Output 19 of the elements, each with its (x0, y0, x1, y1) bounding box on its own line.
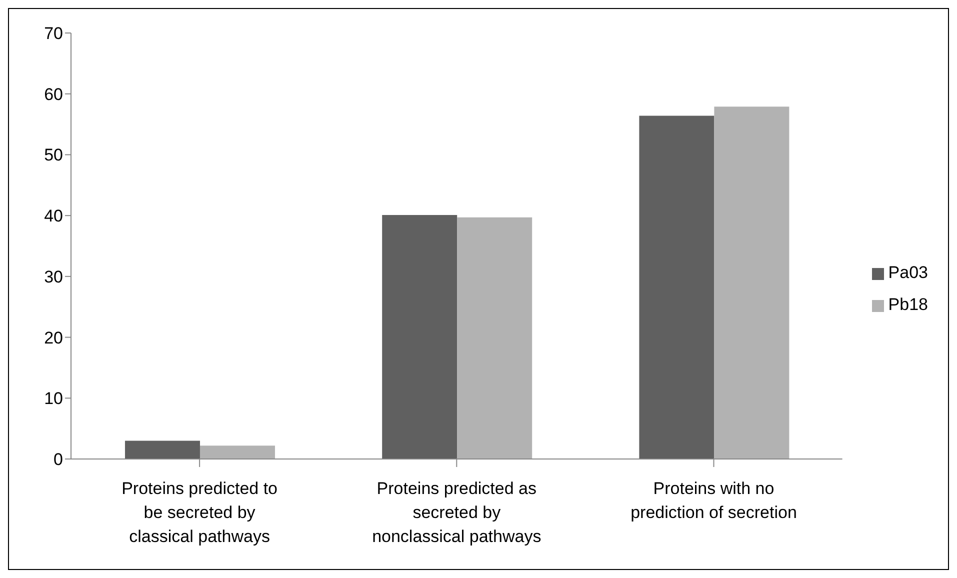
bar (457, 217, 532, 459)
y-tick-label: 60 (44, 84, 63, 104)
y-tick-label: 40 (44, 206, 63, 226)
bar (200, 446, 275, 459)
legend-label: Pb18 (888, 295, 928, 314)
y-tick-label: 30 (44, 267, 63, 286)
y-tick-label: 10 (44, 389, 63, 408)
legend-label: Pa03 (888, 263, 928, 282)
y-tick-label: 70 (44, 24, 63, 44)
bar (639, 116, 714, 459)
bar (124, 440, 200, 459)
y-tick-label: 50 (44, 146, 63, 165)
x-tick-label: Proteins predicted as secreted by nonclassical pathways (372, 479, 542, 546)
x-tick-label: Proteins with no prediction of secretion (630, 479, 797, 522)
bar (382, 214, 458, 459)
x-tick-label: Proteins predicted to be secreted by classical pathways (122, 479, 278, 546)
y-tick-label: 0 (54, 450, 63, 470)
y-tick-label: 20 (44, 328, 63, 348)
bar (714, 106, 790, 459)
